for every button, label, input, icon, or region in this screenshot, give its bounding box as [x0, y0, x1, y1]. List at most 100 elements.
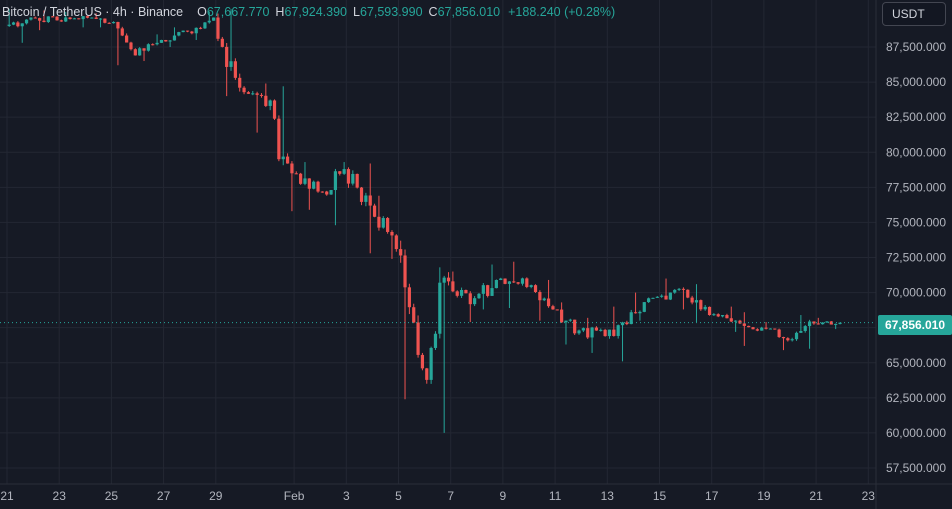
candle-body [616, 325, 620, 336]
candle-body [125, 35, 129, 43]
candle-body [738, 320, 742, 324]
candle-body [673, 289, 677, 293]
candle-body [751, 327, 755, 330]
low-label: L [353, 5, 360, 19]
candle-body [320, 191, 324, 193]
candle-body [786, 338, 790, 341]
x-tick-label: 3 [343, 489, 350, 503]
candle-body [307, 178, 311, 189]
candle-body [690, 297, 694, 303]
candle-body [42, 20, 46, 23]
y-tick-label: 62,500.000 [886, 391, 946, 405]
candle-body [299, 173, 303, 184]
candle-body [20, 23, 24, 27]
candle-body [94, 17, 98, 19]
candle-body [198, 27, 203, 29]
candle-body [133, 49, 137, 56]
candle-body [399, 249, 403, 256]
candle-body [238, 77, 242, 88]
candle-body [794, 332, 799, 340]
candle-body [486, 285, 490, 296]
candle-body [703, 306, 707, 310]
close-label: C [428, 5, 438, 19]
candle-body [829, 321, 833, 325]
candle-body [734, 320, 738, 322]
candle-body [290, 163, 294, 174]
candle-body [694, 300, 699, 303]
candle-body [594, 327, 599, 331]
candle-body [503, 278, 507, 284]
y-tick-label: 82,500.000 [886, 110, 946, 124]
open-label: O [197, 5, 207, 19]
candle-body [620, 322, 625, 326]
candle-body [377, 216, 381, 228]
x-tick-label: 11 [549, 489, 562, 503]
candle-body [159, 39, 164, 43]
y-tick-label: 80,000.000 [886, 145, 946, 159]
candle-body [420, 354, 425, 369]
candle-body [442, 277, 446, 283]
candle-body [590, 327, 594, 338]
symbol-title[interactable]: Bitcoin / TetherUS · 4h · Binance [2, 5, 184, 19]
candle-body [272, 100, 277, 119]
candle-body [629, 312, 633, 325]
candle-body [394, 235, 398, 250]
candle-body [386, 218, 390, 232]
candle-body [259, 94, 264, 96]
candle-body [46, 16, 50, 23]
candle-body [98, 18, 103, 20]
candle-body [699, 300, 703, 310]
x-tick-label: 19 [757, 489, 771, 503]
x-tick-label: 23 [53, 489, 67, 503]
candle-body [716, 314, 720, 317]
candle-body [268, 100, 272, 106]
candle-body [281, 156, 285, 160]
candle-body [712, 314, 716, 316]
x-tick-label: Feb [284, 489, 305, 503]
currency-button[interactable]: USDT [882, 2, 946, 26]
candle-body [446, 277, 451, 282]
candle-body [647, 298, 651, 303]
candle-body [55, 16, 59, 21]
high-value: 67,924.390 [284, 5, 348, 19]
candle-body [664, 295, 668, 300]
candle-body [229, 61, 233, 67]
y-tick-label: 87,500.000 [886, 40, 946, 54]
candle-body [438, 282, 442, 334]
candle-body [542, 298, 546, 301]
candle-body [455, 291, 459, 296]
candle-body [51, 16, 55, 18]
candle-body [285, 156, 290, 164]
candle-body [755, 329, 759, 331]
candle-body [546, 298, 551, 307]
y-tick-label: 60,000.000 [886, 426, 946, 440]
candle-body [581, 328, 585, 331]
candle-body [403, 255, 407, 288]
candle-body [155, 42, 159, 45]
candle-body [729, 318, 733, 322]
candle-body [512, 281, 516, 283]
candle-body [190, 31, 194, 34]
y-tick-label: 72,500.000 [886, 251, 946, 265]
candle-body [359, 187, 364, 202]
candle-body [207, 20, 211, 23]
x-tick-label: 13 [601, 489, 615, 503]
candle-body [168, 40, 172, 42]
candle-body [303, 178, 307, 184]
x-tick-label: 23 [862, 489, 876, 503]
candle-body [812, 321, 816, 324]
y-tick-label: 85,000.000 [886, 75, 946, 89]
candle-body [146, 44, 150, 51]
candle-body [490, 288, 494, 296]
candle-body [316, 181, 320, 192]
candle-body [568, 319, 572, 321]
candle-body [538, 292, 542, 301]
candle-body [633, 312, 638, 314]
candle-body [838, 322, 842, 324]
candle-body [333, 171, 338, 191]
candle-body [564, 320, 568, 323]
open-value: 67,667.770 [206, 5, 270, 19]
candle-body [107, 22, 111, 24]
candle-body [799, 330, 803, 333]
